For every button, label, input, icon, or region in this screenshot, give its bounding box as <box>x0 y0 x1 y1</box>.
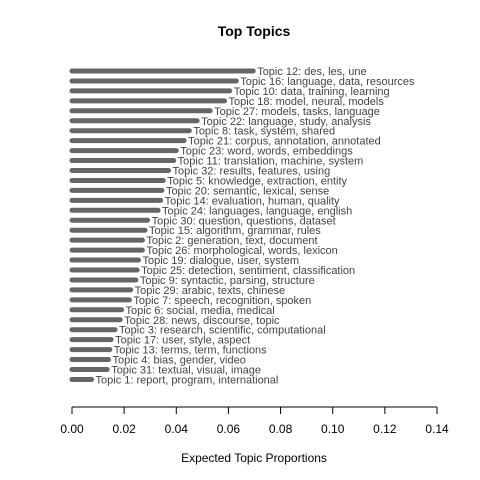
x-tick-label: 0.00 <box>60 422 84 436</box>
x-tick-label: 0.06 <box>217 422 241 436</box>
x-tick-label: 0.02 <box>112 422 136 436</box>
x-axis-title: Expected Topic Proportions <box>181 451 327 465</box>
bar-label: Topic 21: corpus, annotation, annotated <box>188 136 381 148</box>
bar-label: Topic 2: generation, text, document <box>146 235 317 247</box>
bar-label: Topic 3: research, scientific, computati… <box>119 325 326 337</box>
bar-label: Topic 29: arabic, texts, chinese <box>135 285 285 297</box>
bar-label: Topic 9: syntactic, parsing, structure <box>140 275 315 287</box>
bar-label: Topic 1: report, program, international <box>96 374 279 386</box>
bar-label: Topic 13: terms, term, functions <box>114 345 267 357</box>
bar-label: Topic 11: translation, machine, system <box>178 156 364 168</box>
bar-label: Topic 22: language, study, analysis <box>201 116 371 128</box>
chart-title: Top Topics <box>218 23 291 39</box>
bar-label: Topic 18: model, neural, models <box>229 96 385 108</box>
bar-label: Topic 20: semantic, lexical, sense <box>166 185 329 197</box>
bar-label: Topic 17: user, style, aspect <box>115 335 250 347</box>
bar-label: Topic 8: task, system, shared <box>193 126 335 138</box>
bar-label: Topic 25: detection, sentiment, classifi… <box>141 265 355 277</box>
x-tick-label: 0.04 <box>165 422 189 436</box>
bars-layer <box>69 68 256 382</box>
x-axis: 0.00 0.02 0.04 0.06 0.08 0.10 0.12 0.14 <box>60 406 449 436</box>
bar-label: Topic 27: models, tasks, language <box>214 106 380 118</box>
bar-label: Topic 15: algorithm, grammar, rules <box>149 225 321 237</box>
bar-label: Topic 30: question, questions, dataset <box>152 215 336 227</box>
bar-label: Topic 7: speech, recognition, spoken <box>133 295 311 307</box>
x-tick-label: 0.08 <box>269 422 293 436</box>
x-tick-label: 0.10 <box>321 422 345 436</box>
x-tick-label: 0.14 <box>425 422 449 436</box>
bar-label: Topic 24: languages, language, english <box>162 205 352 217</box>
bar-label: Topic 28: news, discourse, topic <box>124 315 280 327</box>
bar-label: Topic 10: data, training, learning <box>234 86 390 98</box>
bar-label: Topic 32: results, features, using <box>172 166 330 178</box>
x-tick-label: 0.12 <box>373 422 397 436</box>
bar-label: Topic 14: evaluation, human, quality <box>165 195 340 207</box>
bar-label: Topic 6: social, media, medical <box>126 305 275 317</box>
bar-label: Topic 19: dialogue, user, system <box>142 255 299 267</box>
bar-label: Topic 26: morphological, words, lexicon <box>146 245 337 257</box>
bar-label: Topic 12: des, les, une <box>257 66 366 78</box>
bar-label: Topic 23: word, words, embeddings <box>180 146 353 158</box>
bar-label: Topic 16: language, data, resources <box>240 76 415 88</box>
bar-label: Topic 4: bias, gender, video <box>113 355 246 367</box>
bar-label: Topic 31: textual, visual, image <box>111 365 261 377</box>
bar-label: Topic 5: knowledge, extraction, entity <box>167 175 347 187</box>
